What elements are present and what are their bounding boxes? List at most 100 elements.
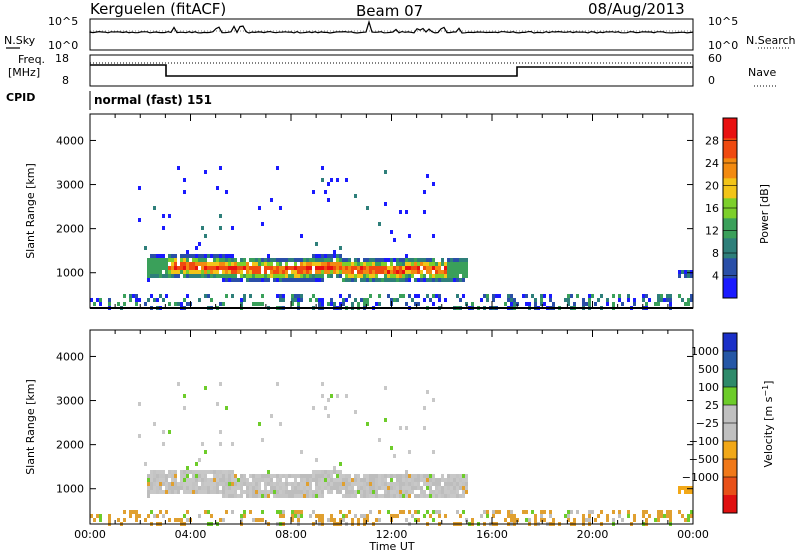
power-cell [450,266,453,270]
power-cell [171,274,174,278]
power-cell [363,266,366,270]
velocity-cell [234,478,237,482]
power-cell [429,266,432,270]
power-cell [444,262,447,266]
power-cell [258,274,261,278]
power-cell [204,266,207,270]
velocity-cell [384,386,387,390]
power-cell [189,262,192,266]
velocity-cell [264,478,267,482]
velocity-cell [408,494,411,498]
velocity-cell [123,518,126,522]
power-cell [129,294,132,298]
power-cell [372,278,375,282]
power-cell [318,278,321,282]
velocity-cell [378,486,381,490]
velocity-cell [282,490,285,494]
velocity-cell [195,474,198,478]
power-cell [393,270,396,274]
power-cell [414,294,417,298]
power-cell [135,298,138,302]
velocity-cell [294,490,297,494]
power-cell [435,278,438,282]
velocity-cell [405,482,408,486]
velocity-cell [300,494,303,498]
velocity-cell [186,486,189,490]
power-cell [567,298,570,302]
velocity-cell [276,474,279,478]
power-cell [372,258,375,262]
velocity-cell [240,482,243,486]
velocity-cell [252,518,255,522]
velocity-cell [399,478,402,482]
velocity-cell [264,490,267,494]
power-cell [153,206,156,210]
velocity-cell [99,514,102,518]
power-cell [360,270,363,274]
power-cell [165,262,168,266]
velocity-cell [210,514,213,518]
velocity-cell [354,410,357,414]
velocity-cell [618,510,621,514]
power-cell [312,262,315,266]
velocity-cell [393,514,396,518]
velocity-cell [627,514,630,518]
power-cell [420,278,423,282]
power-cell [687,270,690,274]
velocity-cell [432,518,435,522]
velocity-cell [165,486,168,490]
velocity-cell [285,490,288,494]
power-cell [327,198,330,202]
velocity-cell [414,518,417,522]
power-cell [198,270,201,274]
velocity-cell [195,486,198,490]
power-cell [273,270,276,274]
power-cell [666,298,669,302]
velocity-cell [459,482,462,486]
velocity-cell [309,486,312,490]
velocity-cell [375,518,378,522]
velocity-cell [168,430,171,434]
velocity-cell [267,474,270,478]
power-cell [348,262,351,266]
power-cell [408,278,411,282]
velocity-cell [225,470,228,474]
velocity-cell [345,486,348,490]
power-cell [459,278,462,282]
power-cell [372,270,375,274]
velocity-cell [222,482,225,486]
power-cell [513,298,516,302]
power-cell [180,254,183,258]
velocity-cell [372,474,375,478]
velocity-cell [228,470,231,474]
velocity-cell [243,490,246,494]
power-cell [402,270,405,274]
velocity-cell [432,482,435,486]
velocity-cell [456,490,459,494]
velocity-cell [588,518,591,522]
power-cell [147,278,150,282]
power-cell [399,274,402,278]
velocity-cell [255,486,258,490]
velocity-cell [645,510,648,514]
power-cell [186,274,189,278]
power-cell [318,274,321,278]
power-cell [447,266,450,270]
velocity-cell [285,486,288,490]
power-cell [348,270,351,274]
power-cell [306,270,309,274]
velocity-cell [282,474,285,478]
velocity-cell [150,474,153,478]
power-cell [339,246,342,250]
power-cell [444,278,447,282]
power-cell [573,302,576,306]
power-cell [270,262,273,266]
power-cell [249,258,252,262]
power-cell [360,298,363,302]
power-cell [204,294,207,298]
velocity-cell [354,482,357,486]
velocity-cell [327,518,330,522]
power-cell [180,258,183,262]
velocity-cell [372,494,375,498]
power-cell [372,262,375,266]
